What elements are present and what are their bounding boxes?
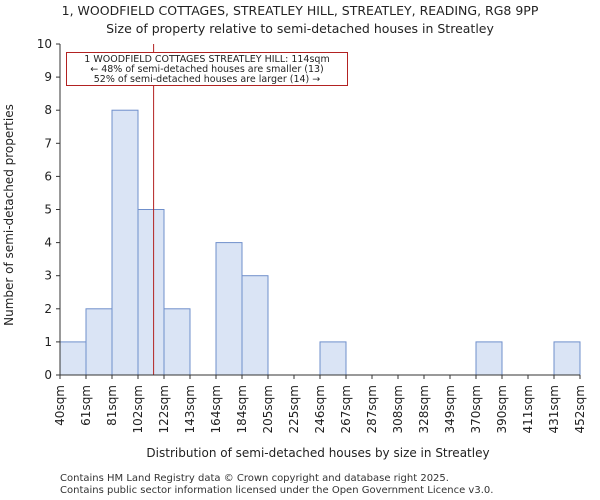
y-tick-label: 2 bbox=[44, 302, 52, 316]
y-axis-label: Number of semi-detached properties bbox=[2, 104, 16, 326]
x-tick-label: 287sqm bbox=[365, 385, 379, 433]
x-tick-label: 308sqm bbox=[391, 385, 405, 433]
x-tick-label: 81sqm bbox=[105, 385, 119, 426]
x-tick-label: 184sqm bbox=[235, 385, 249, 433]
x-tick-label: 370sqm bbox=[469, 385, 483, 433]
x-tick-label: 40sqm bbox=[53, 385, 67, 426]
x-tick-label: 143sqm bbox=[183, 385, 197, 433]
x-tick-label: 267sqm bbox=[339, 385, 353, 433]
annotation-box: 1 WOODFIELD COTTAGES STREATLEY HILL: 114… bbox=[66, 52, 348, 86]
footer-licence: Contains public sector information licen… bbox=[60, 485, 494, 496]
y-tick-label: 0 bbox=[44, 368, 52, 382]
y-tick-label: 1 bbox=[44, 335, 52, 349]
histogram-bar bbox=[111, 109, 139, 376]
x-tick-label: 205sqm bbox=[261, 385, 275, 433]
histogram-bar bbox=[319, 341, 347, 376]
x-tick-label: 225sqm bbox=[287, 385, 301, 433]
x-tick-label: 102sqm bbox=[131, 385, 145, 433]
annotation-larger: 52% of semi-detached houses are larger (… bbox=[93, 74, 321, 85]
histogram-bar bbox=[85, 308, 113, 376]
x-tick-label: 390sqm bbox=[495, 385, 509, 433]
histogram-bar bbox=[163, 308, 191, 376]
histogram-bar bbox=[59, 341, 87, 376]
y-tick-label: 4 bbox=[44, 236, 52, 250]
histogram-bar bbox=[137, 209, 165, 376]
y-tick-label: 5 bbox=[44, 203, 52, 217]
x-tick-label: 164sqm bbox=[209, 385, 223, 433]
annotation-property: 1 WOODFIELD COTTAGES STREATLEY HILL: 114… bbox=[84, 54, 330, 65]
x-tick-label: 328sqm bbox=[417, 385, 431, 433]
histogram-bar bbox=[475, 341, 503, 376]
histogram-bar bbox=[241, 275, 269, 376]
y-tick-label: 10 bbox=[37, 37, 52, 51]
x-tick-label: 411sqm bbox=[521, 385, 535, 433]
histogram-bar bbox=[215, 242, 243, 376]
footer-copyright: Contains HM Land Registry data © Crown c… bbox=[60, 473, 449, 484]
x-tick-label: 61sqm bbox=[79, 385, 93, 426]
x-axis-label: Distribution of semi-detached houses by … bbox=[146, 446, 489, 460]
y-tick-label: 3 bbox=[44, 269, 52, 283]
y-tick-label: 7 bbox=[44, 136, 52, 150]
x-tick-label: 431sqm bbox=[547, 385, 561, 433]
histogram-bar bbox=[553, 341, 581, 376]
y-tick-label: 8 bbox=[44, 103, 52, 117]
y-tick-label: 6 bbox=[44, 169, 52, 183]
x-tick-label: 246sqm bbox=[313, 385, 327, 433]
chart-subtitle: Size of property relative to semi-detach… bbox=[106, 21, 494, 36]
x-tick-label: 122sqm bbox=[157, 385, 171, 433]
chart-title-address: 1, WOODFIELD COTTAGES, STREATLEY HILL, S… bbox=[61, 3, 539, 18]
x-tick-label: 349sqm bbox=[443, 385, 457, 433]
x-tick-label: 452sqm bbox=[573, 385, 587, 433]
annotation-smaller: ← 48% of semi-detached houses are smalle… bbox=[90, 64, 324, 75]
y-tick-label: 9 bbox=[44, 70, 52, 84]
